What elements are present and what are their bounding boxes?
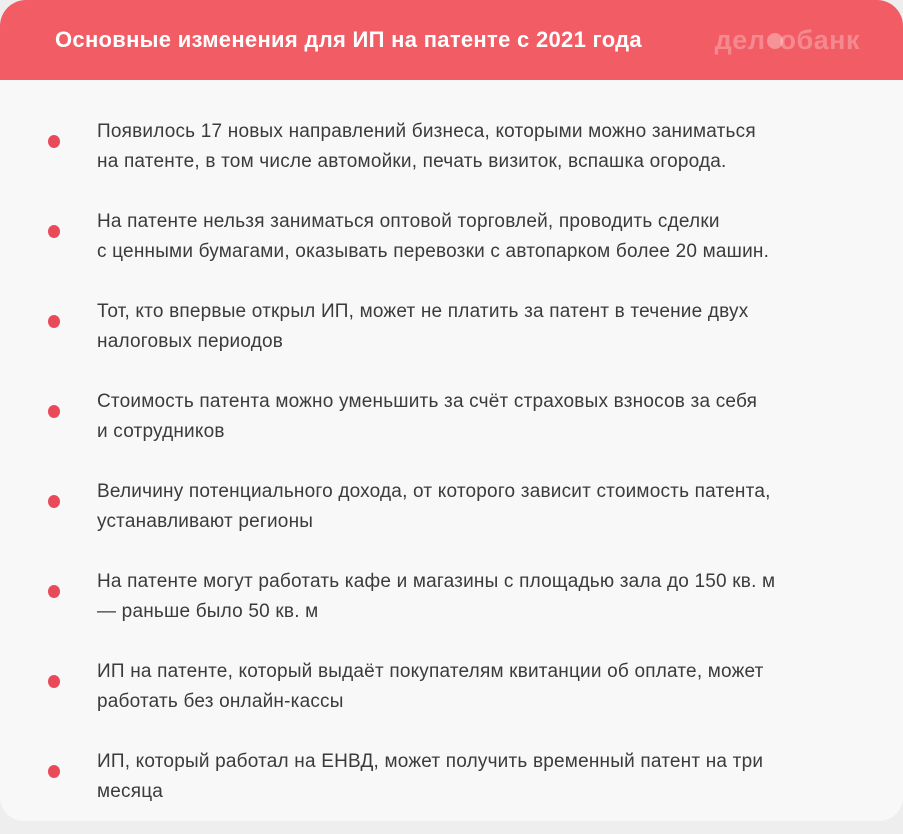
red-dot-icon bbox=[48, 495, 60, 508]
list-item-line: ИП на патенте, который выдаёт покупателя… bbox=[97, 661, 764, 682]
list-item: ИП, который работал на ЕНВД, может получ… bbox=[0, 747, 858, 807]
list-item-line: месяца bbox=[97, 781, 164, 802]
delobank-logo: дел обанк bbox=[715, 25, 860, 56]
list-item-line: — раньше было 50 кв. м bbox=[97, 601, 319, 622]
red-dot-icon bbox=[48, 675, 60, 688]
list-item-line: с ценными бумагами, оказывать перевозки … bbox=[97, 241, 770, 262]
list-item-line: устанавливают регионы bbox=[97, 511, 314, 532]
list-item: На патенте могут работать кафе и магазин… bbox=[0, 567, 858, 627]
list-item-line: Появилось 17 новых направлений бизнеса, … bbox=[97, 121, 756, 142]
list-item-line: Тот, кто впервые открыл ИП, может не пла… bbox=[97, 301, 749, 322]
red-dot-icon bbox=[48, 315, 60, 328]
list-item: На патенте нельзя заниматься оптовой тор… bbox=[0, 207, 858, 267]
filled-circle-icon bbox=[767, 33, 784, 49]
red-dot-icon bbox=[48, 585, 60, 598]
list-item: Появилось 17 новых направлений бизнеса, … bbox=[0, 117, 858, 177]
logo-text-left: дел bbox=[714, 24, 766, 55]
page-title: Основные изменения для ИП на патенте с 2… bbox=[55, 27, 642, 52]
list-item-line: налоговых периодов bbox=[97, 331, 284, 352]
logo-text-right: обанк bbox=[779, 24, 860, 55]
red-dot-icon bbox=[48, 405, 60, 418]
list-item-line: На патенте нельзя заниматься оптовой тор… bbox=[97, 211, 720, 232]
list-item: Стоимость патента можно уменьшить за счё… bbox=[0, 387, 858, 447]
list-item-line: На патенте могут работать кафе и магазин… bbox=[97, 571, 776, 592]
list-item-line: работать без онлайн-кассы bbox=[97, 691, 344, 712]
list-item-line: Величину потенциального дохода, от котор… bbox=[97, 481, 771, 502]
red-dot-icon bbox=[48, 765, 60, 778]
list-item-line: и сотрудников bbox=[97, 421, 225, 442]
red-dot-icon bbox=[48, 135, 60, 148]
list-item-line: на патенте, в том числе автомойки, печат… bbox=[97, 151, 727, 172]
list-item: Величину потенциального дохода, от котор… bbox=[0, 477, 858, 537]
card-header: Основные изменения для ИП на патенте с 2… bbox=[0, 0, 903, 80]
list-item-line: Стоимость патента можно уменьшить за счё… bbox=[97, 391, 758, 412]
list-item: ИП на патенте, который выдаёт покупателя… bbox=[0, 657, 858, 717]
list-item-line: ИП, который работал на ЕНВД, может получ… bbox=[97, 751, 764, 772]
list-item: Тот, кто впервые открыл ИП, может не пла… bbox=[0, 297, 858, 357]
changes-list: Появилось 17 новых направлений бизнеса, … bbox=[0, 80, 903, 807]
red-dot-icon bbox=[48, 225, 60, 238]
